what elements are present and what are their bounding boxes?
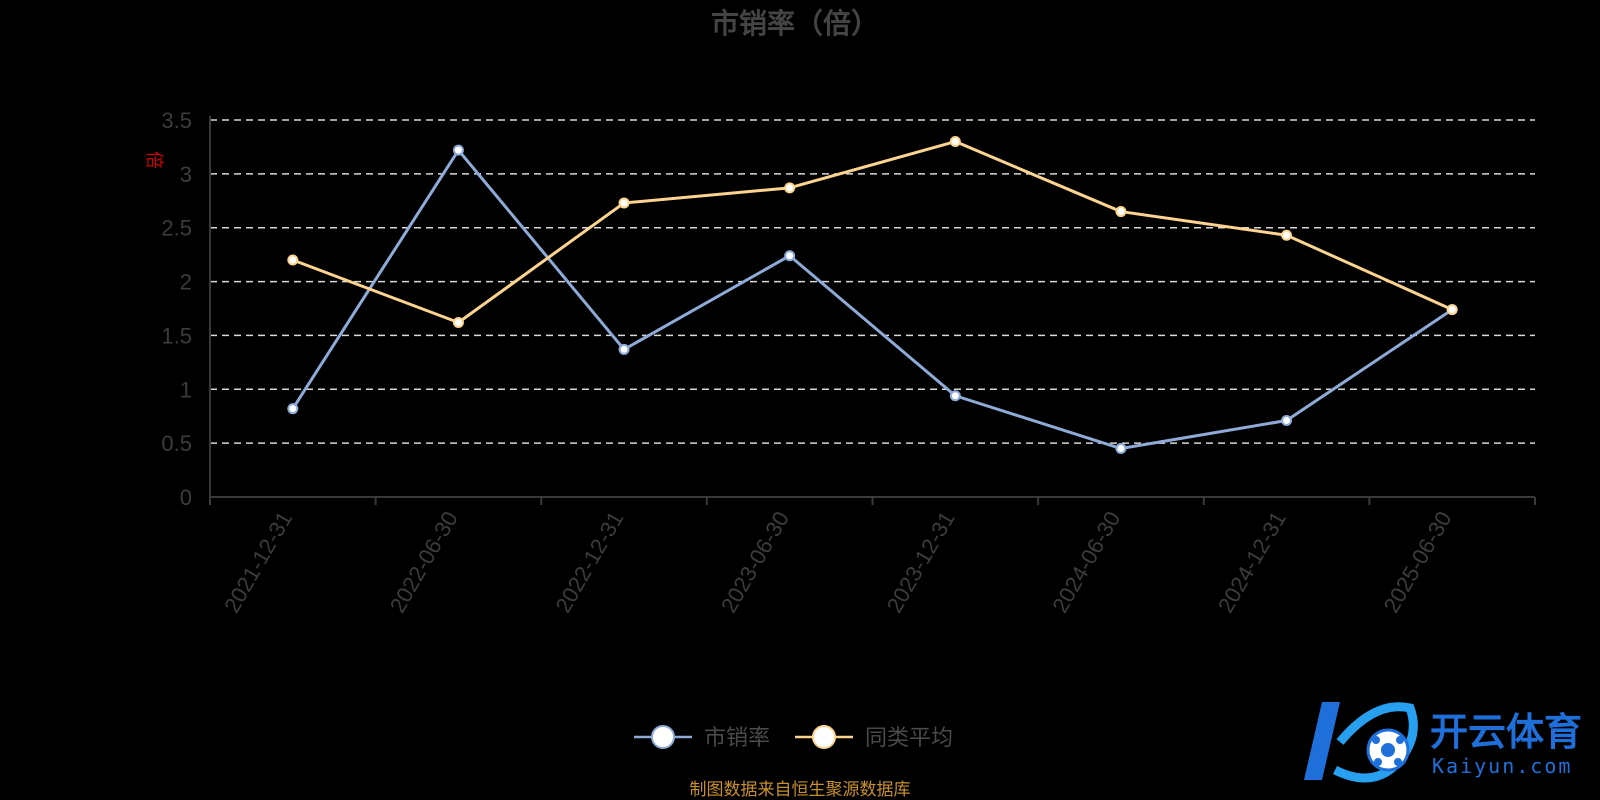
- kaiyun-logo-icon: [1304, 702, 1418, 783]
- x-tick-label-3: 2023-06-30: [716, 507, 794, 617]
- series-1-point-1: [452, 317, 464, 329]
- y-tick-label-3: 1.5: [161, 323, 192, 348]
- y-tick-label-6: 3: [180, 162, 192, 187]
- x-tick-label-0: 2021-12-31: [219, 507, 297, 617]
- x-tick-label-6: 2024-12-31: [1213, 507, 1291, 617]
- x-tick-labels: 2021-12-31 2022-06-30 2022-12-31 2023-06-30…: [219, 507, 1456, 617]
- y-tick-label-7: 3.5: [161, 108, 192, 133]
- series-0-point-1: [452, 144, 464, 156]
- series-1-point-0: [287, 254, 299, 266]
- legend-item-1[interactable]: 同类平均: [795, 725, 953, 751]
- series-line-0: [291, 148, 1454, 451]
- x-tick-label-7: 2025-06-30: [1379, 507, 1457, 617]
- x-tick-label-1: 2022-06-30: [385, 507, 463, 617]
- watermark-name: 开云体育: [1430, 710, 1582, 754]
- series-0-point-6: [1281, 415, 1293, 427]
- source-note: 制图数据来自恒生聚源数据库: [690, 780, 911, 800]
- y-tick-label-1: 0.5: [161, 431, 192, 456]
- y-tick-label-2: 1: [180, 377, 192, 402]
- grid-lines: [210, 119, 1535, 444]
- series-line-1: [292, 140, 1453, 325]
- watermark-domain: Kaiyun.com: [1432, 754, 1572, 778]
- series-1-point-4: [949, 136, 961, 148]
- watermark-logo: 开云体育 Kaiyun.com: [1304, 702, 1582, 783]
- chart-title: 市销率（倍）: [711, 7, 879, 40]
- x-tick-label-4: 2023-12-31: [882, 507, 960, 617]
- legend-label-0: 市销率: [704, 726, 770, 751]
- series-1-point-7: [1446, 304, 1458, 316]
- series-1-point-5: [1115, 206, 1127, 218]
- legend-marker-1: [812, 725, 836, 749]
- legend[interactable]: 市销率 同类平均: [634, 725, 953, 751]
- x-tick-label-5: 2024-06-30: [1047, 507, 1125, 617]
- x-tick-label-2: 2022-12-31: [550, 507, 628, 617]
- series-0-point-3: [784, 250, 796, 262]
- series-group: [287, 136, 1458, 455]
- y-tick-label-4: 2: [180, 270, 192, 295]
- y-tick-labels: 0 0.5 1 1.5 2 2.5 3 3.5: [161, 108, 192, 510]
- y-tick-label-5: 2.5: [161, 216, 192, 241]
- legend-marker-0: [651, 725, 675, 749]
- y-axis-label: 倍: [143, 151, 164, 169]
- y-tick-label-0: 0: [180, 485, 192, 510]
- series-1-point-3: [784, 182, 796, 194]
- legend-item-0[interactable]: 市销率: [634, 725, 770, 751]
- axes: [209, 116, 1536, 505]
- series-0-point-5: [1115, 443, 1127, 455]
- series-1-point-2: [618, 197, 630, 209]
- series-0-point-2: [618, 343, 630, 355]
- legend-label-1: 同类平均: [865, 726, 953, 751]
- series-0-point-4: [949, 390, 961, 402]
- series-0-point-0: [287, 403, 299, 415]
- series-1-point-6: [1281, 229, 1293, 241]
